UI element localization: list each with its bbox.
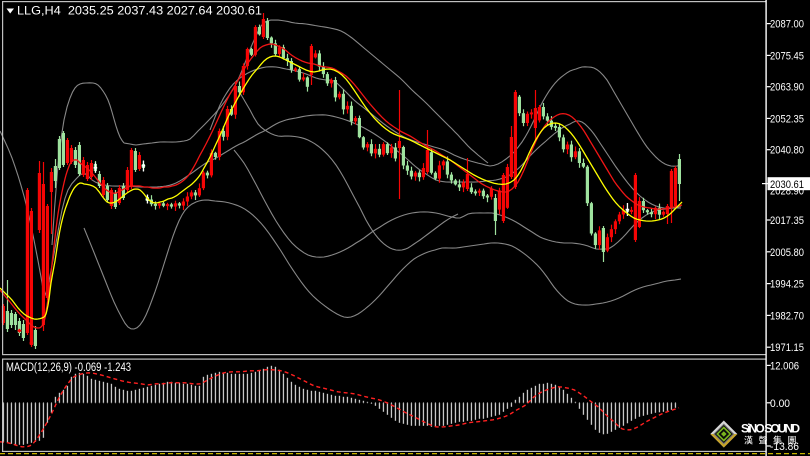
svg-text:2017.35: 2017.35 xyxy=(770,215,804,227)
svg-text:2075.45: 2075.45 xyxy=(770,50,804,62)
svg-text:2063.90: 2063.90 xyxy=(770,82,804,94)
svg-text:12.006: 12.006 xyxy=(770,360,799,372)
svg-text:漢聲集團: 漢聲集團 xyxy=(744,435,802,446)
svg-text:1982.70: 1982.70 xyxy=(770,310,804,322)
svg-text:2005.80: 2005.80 xyxy=(770,247,804,259)
svg-text:-13.86: -13.86 xyxy=(770,441,799,453)
svg-text:2052.35: 2052.35 xyxy=(770,113,804,125)
svg-text:MACD(12,26,9) -0.069 -1.243: MACD(12,26,9) -0.069 -1.243 xyxy=(6,362,131,374)
svg-text:0.00: 0.00 xyxy=(770,398,790,410)
svg-text:SiNO SOUND: SiNO SOUND xyxy=(741,422,800,436)
svg-text:2087.00: 2087.00 xyxy=(770,19,804,31)
svg-text:2030.61: 2030.61 xyxy=(770,179,804,191)
svg-text:1994.25: 1994.25 xyxy=(770,279,804,291)
svg-text:2040.80: 2040.80 xyxy=(770,145,804,157)
svg-text:LLG,H4 2035.25 2037.43 2027.6: LLG,H4 2035.25 2037.43 2027.64 2030.61 xyxy=(17,4,262,18)
svg-text:1971.15: 1971.15 xyxy=(770,342,804,354)
